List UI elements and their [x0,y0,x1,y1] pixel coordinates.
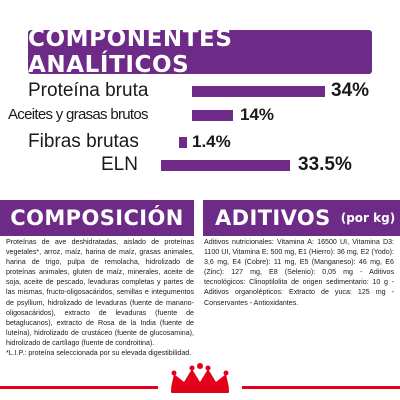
composition-text: Proteínas de ave deshidratadas, aislado … [6,238,194,347]
analytic-row-protein: Proteína bruta 34% [0,79,400,103]
analytic-label: Proteína bruta [28,80,149,101]
composition-text-box: Proteínas de ave deshidratadas, aislado … [6,237,194,358]
analytics-title: COMPONENTES ANALÍTICOS [28,26,233,78]
analytic-row-fats: Aceites y grasas brutos 14% [0,103,400,127]
analytic-value: 14% [240,105,275,124]
brand-line-right [242,386,400,389]
analytic-label: Aceites y grasas brutos [8,106,149,123]
crown-icon [171,363,229,393]
additives-title: ADITIVOS [215,206,331,230]
composition-title: COMPOSICIÓN [10,206,184,230]
analytic-value: 1.4% [192,132,231,151]
brand-line-left [0,386,158,389]
additives-header: ADITIVOS (por kg) [203,200,400,236]
additives-subtitle: (por kg) [340,211,396,225]
brand-mark [0,363,400,393]
composition-header: COMPOSICIÓN [0,200,194,236]
analytic-label: ELN [101,154,138,175]
composition-footnote: *L.I.P.: proteína seleccionada por su el… [6,349,192,358]
analytic-bar [192,86,325,97]
analytic-value: 33.5% [298,154,352,175]
analytic-bar [179,137,187,148]
analytic-label: Fibras brutas [28,131,139,152]
additives-text-box: Aditivos nutricionales: Vitamina A: 1650… [204,237,394,308]
analytic-value: 34% [331,80,370,101]
analytics-header: COMPONENTES ANALÍTICOS [28,26,372,78]
analytic-row-fiber: Fibras brutas 1.4% [0,130,400,154]
analytic-bar [192,110,233,121]
analytic-bar [161,160,290,171]
additives-text: Aditivos nutricionales: Vitamina A: 1650… [204,238,394,307]
analytic-row-eln: ELN 33.5% [0,153,400,177]
